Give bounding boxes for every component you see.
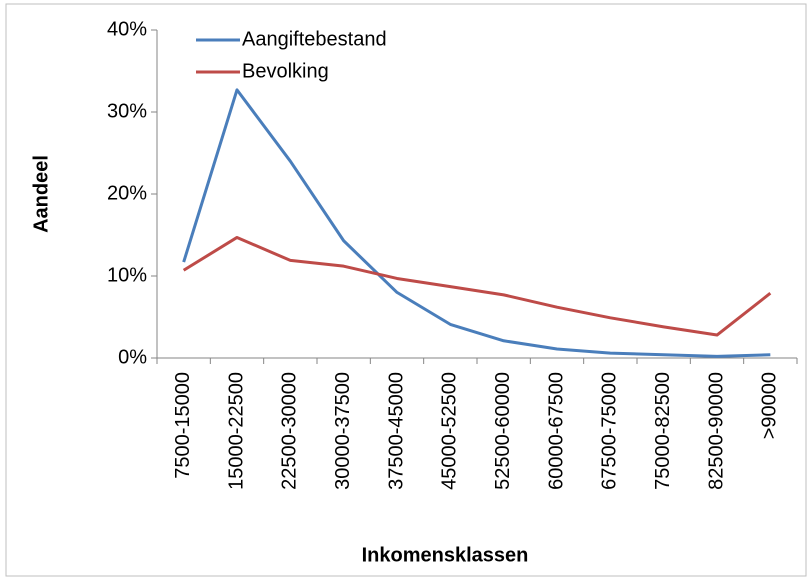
x-tick-label: 52500-60000	[492, 372, 514, 490]
y-axis-title: Aandeel	[30, 155, 52, 233]
legend-label: Bevolking	[242, 60, 329, 82]
chart-border	[5, 3, 807, 577]
x-tick-label: 15000-22500	[225, 372, 247, 490]
x-tick-label: 82500-90000	[705, 372, 727, 490]
y-tick-label: 30%	[107, 100, 147, 122]
x-tick-label: 7500-15000	[172, 372, 194, 479]
y-tick-label: 0%	[118, 346, 147, 368]
series-line	[182, 235, 772, 337]
x-tick-label: 45000-52500	[439, 372, 461, 490]
x-tick-label: 67500-75000	[599, 372, 621, 490]
y-tick-label: 20%	[107, 182, 147, 204]
x-tick-label: 75000-82500	[652, 372, 674, 490]
x-tick-label: 60000-67500	[545, 372, 567, 490]
legend-label: Aangiftebestand	[242, 28, 387, 50]
x-tick-label: 37500-45000	[385, 372, 407, 490]
y-tick-label: 10%	[107, 264, 147, 286]
series-line	[182, 88, 771, 358]
x-axis-title: Inkomensklassen	[362, 544, 529, 566]
x-tick-label: 22500-30000	[279, 372, 301, 490]
x-tick-label: 30000-37500	[332, 372, 354, 490]
y-tick-label: 40%	[107, 18, 147, 40]
x-tick-label: >90000	[759, 372, 781, 439]
